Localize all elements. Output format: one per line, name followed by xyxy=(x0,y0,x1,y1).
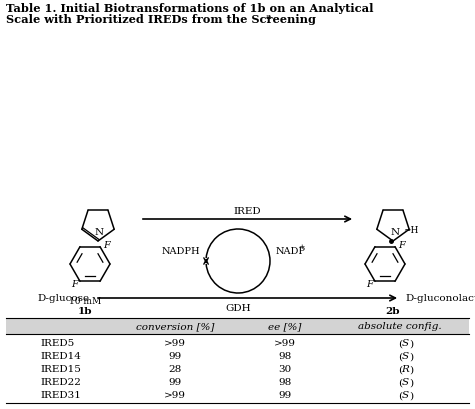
Text: ): ) xyxy=(409,391,413,400)
Text: S: S xyxy=(401,378,408,387)
Text: +: + xyxy=(298,243,304,250)
Text: 30: 30 xyxy=(278,364,292,373)
Text: a: a xyxy=(266,13,272,21)
Text: (: ( xyxy=(398,339,402,348)
Text: ~H: ~H xyxy=(403,225,418,234)
Text: >99: >99 xyxy=(164,391,186,400)
Text: S: S xyxy=(401,339,408,348)
Text: 98: 98 xyxy=(278,378,292,387)
Text: N: N xyxy=(95,227,104,236)
Text: >99: >99 xyxy=(164,339,186,348)
Text: IRED5: IRED5 xyxy=(40,339,74,348)
Text: absolute config.: absolute config. xyxy=(358,322,442,331)
Text: GDH: GDH xyxy=(225,303,251,312)
Text: ): ) xyxy=(409,378,413,387)
Text: D-gluconolactone: D-gluconolactone xyxy=(405,294,475,303)
Text: NADP: NADP xyxy=(276,247,306,256)
Text: 10 mM: 10 mM xyxy=(69,296,101,305)
Text: F: F xyxy=(103,240,110,249)
Text: ): ) xyxy=(409,352,413,361)
Text: N: N xyxy=(390,227,399,236)
Text: 98: 98 xyxy=(278,352,292,361)
Text: IRED: IRED xyxy=(233,207,261,216)
Text: D-glucose: D-glucose xyxy=(38,294,90,303)
FancyBboxPatch shape xyxy=(6,318,469,334)
Text: 28: 28 xyxy=(168,364,181,373)
Text: 99: 99 xyxy=(168,378,181,387)
Text: conversion [%]: conversion [%] xyxy=(136,322,214,331)
Text: 99: 99 xyxy=(168,352,181,361)
Text: IRED15: IRED15 xyxy=(40,364,81,373)
Text: 99: 99 xyxy=(278,391,292,400)
Text: F: F xyxy=(71,279,78,288)
Text: ): ) xyxy=(409,364,413,373)
Text: IRED31: IRED31 xyxy=(40,391,81,400)
Text: (: ( xyxy=(398,378,402,387)
Text: >99: >99 xyxy=(274,339,296,348)
Text: Table 1. Initial Biotransformations of 1b on an Analytical: Table 1. Initial Biotransformations of 1… xyxy=(6,3,373,14)
Text: F: F xyxy=(366,279,373,288)
Text: ): ) xyxy=(409,339,413,348)
Text: IRED22: IRED22 xyxy=(40,378,81,387)
Text: R: R xyxy=(401,364,409,373)
Text: S: S xyxy=(401,391,408,400)
Text: (: ( xyxy=(398,391,402,400)
Text: 2b: 2b xyxy=(386,306,400,315)
Text: ee [%]: ee [%] xyxy=(268,322,302,331)
Text: (: ( xyxy=(398,364,402,373)
Text: S: S xyxy=(401,352,408,361)
Text: 1b: 1b xyxy=(78,306,92,315)
Text: IRED14: IRED14 xyxy=(40,352,81,361)
Text: NADPH: NADPH xyxy=(162,247,200,256)
Text: F: F xyxy=(398,240,405,249)
Text: (: ( xyxy=(398,352,402,361)
Text: Scale with Prioritized IREDs from the Screening: Scale with Prioritized IREDs from the Sc… xyxy=(6,14,316,25)
